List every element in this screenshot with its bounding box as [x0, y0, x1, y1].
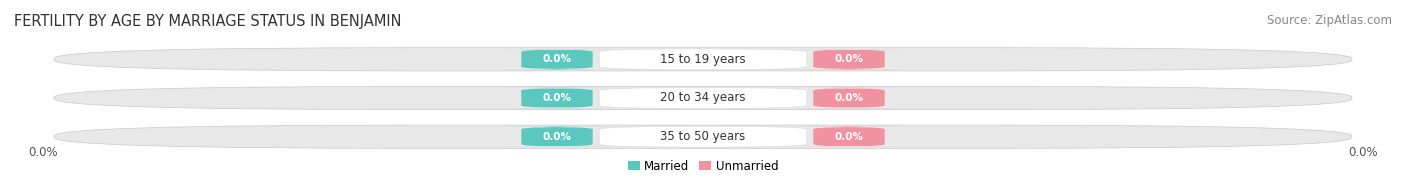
FancyBboxPatch shape [502, 88, 612, 108]
Text: 0.0%: 0.0% [543, 93, 571, 103]
Text: 0.0%: 0.0% [1348, 146, 1378, 159]
FancyBboxPatch shape [599, 126, 807, 147]
FancyBboxPatch shape [794, 126, 904, 147]
Text: Source: ZipAtlas.com: Source: ZipAtlas.com [1267, 14, 1392, 27]
Text: 0.0%: 0.0% [835, 93, 863, 103]
FancyBboxPatch shape [794, 49, 904, 70]
Text: 0.0%: 0.0% [543, 132, 571, 142]
Text: 0.0%: 0.0% [543, 54, 571, 64]
Text: 0.0%: 0.0% [28, 146, 58, 159]
Text: FERTILITY BY AGE BY MARRIAGE STATUS IN BENJAMIN: FERTILITY BY AGE BY MARRIAGE STATUS IN B… [14, 14, 402, 29]
Text: 0.0%: 0.0% [835, 132, 863, 142]
FancyBboxPatch shape [502, 49, 612, 70]
FancyBboxPatch shape [53, 86, 1353, 110]
FancyBboxPatch shape [53, 125, 1353, 148]
FancyBboxPatch shape [502, 126, 612, 147]
Text: 20 to 34 years: 20 to 34 years [661, 92, 745, 104]
Text: 0.0%: 0.0% [835, 54, 863, 64]
Text: 15 to 19 years: 15 to 19 years [661, 53, 745, 66]
FancyBboxPatch shape [794, 88, 904, 108]
FancyBboxPatch shape [599, 88, 807, 108]
FancyBboxPatch shape [53, 48, 1353, 71]
FancyBboxPatch shape [599, 49, 807, 70]
Legend: Married, Unmarried: Married, Unmarried [623, 155, 783, 177]
Text: 35 to 50 years: 35 to 50 years [661, 130, 745, 143]
